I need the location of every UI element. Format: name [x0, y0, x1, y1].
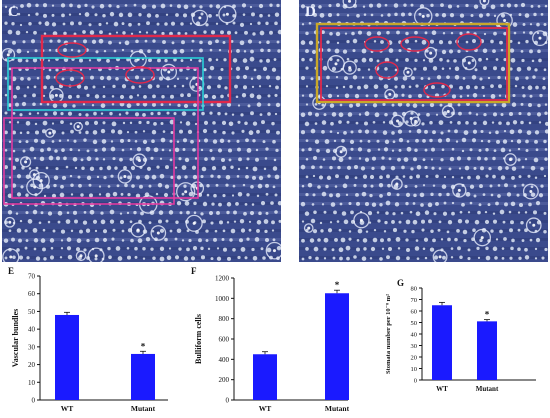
cell-texture: [2, 2, 281, 262]
y-tick-label: 70: [411, 297, 418, 304]
y-tick-label: 600: [219, 336, 230, 344]
highlight-ellipse: [125, 66, 155, 84]
y-tick-label: 1000: [215, 295, 230, 303]
highlight-ellipse: [423, 82, 451, 98]
x-tick-label-mutant: Mutant: [476, 385, 499, 393]
micrograph-d-image: [299, 0, 548, 262]
bar-mutant: [477, 321, 497, 380]
y-tick-label: 200: [219, 376, 230, 384]
y-tick-label: 0: [414, 378, 417, 385]
y-axis-label: Vascular bundles: [11, 309, 20, 367]
micrograph-panel-c: C: [2, 0, 281, 262]
x-tick-label-wt: WT: [259, 404, 272, 413]
micrograph-panel-d: D: [299, 0, 548, 262]
highlight-ellipse: [375, 61, 399, 79]
significance-marker: *: [485, 310, 490, 320]
highlight-box: [315, 22, 511, 104]
bar-chart-e: E 0 10 20 30 40 50 60 70 Vascular bundles WT * Mutan…: [0, 262, 183, 418]
y-tick-label: 30: [411, 343, 418, 350]
panel-letter-d: D: [305, 4, 316, 20]
y-tick-label: 0: [226, 397, 230, 405]
highlight-box: [7, 57, 204, 111]
highlight-box: [3, 117, 175, 205]
x-tick-label-wt: WT: [436, 385, 448, 393]
highlight-ellipse: [364, 36, 390, 52]
highlight-box: [11, 67, 199, 199]
y-tick-label: 30: [28, 343, 36, 351]
panel-letter-c: C: [8, 4, 19, 20]
panel-letter-g: G: [397, 278, 404, 288]
x-tick-label-wt: WT: [61, 404, 74, 413]
micrograph-c-image: [2, 0, 281, 262]
y-tick-label: 50: [411, 320, 418, 327]
y-tick-label: 60: [411, 309, 418, 316]
y-tick-label: 1200: [215, 275, 230, 283]
annotation-overlays: [315, 22, 511, 104]
y-tick-label: 20: [411, 355, 418, 362]
bar-wt: [253, 354, 277, 400]
bar-chart-f: F 0 200 400 600 800 1000 1200 Bulliform cells WT *…: [183, 262, 358, 418]
y-tick-label: 50: [28, 308, 36, 316]
highlight-ellipse: [55, 69, 85, 87]
bar-chart-g: G 0 10 20 30 40 50 60 70 80 Stomata number per 10⁻…: [358, 262, 550, 418]
bar-chart-f-svg: F 0 200 400 600 800 1000 1200 Bulliform cells WT *…: [191, 266, 350, 413]
panel-letter-e: E: [8, 266, 14, 276]
bar-chart-e-svg: E 0 10 20 30 40 50 60 70 Vascular bundles WT * Mutan…: [8, 266, 168, 413]
y-tick-label: 400: [219, 356, 230, 364]
y-tick-label: 40: [411, 332, 418, 339]
significance-marker: *: [335, 280, 340, 290]
y-tick-label: 80: [411, 286, 418, 293]
significance-marker: *: [141, 341, 146, 351]
annotation-overlays: [3, 34, 232, 205]
highlight-ellipse: [57, 42, 87, 58]
highlight-box: [40, 34, 232, 104]
bar-mutant: [325, 293, 349, 400]
highlight-ellipse: [456, 33, 482, 51]
x-tick-label-mutant: Mutant: [325, 404, 350, 413]
highlight-box: [320, 27, 508, 101]
y-tick-label: 0: [32, 397, 36, 405]
x-tick-label-mutant: Mutant: [131, 404, 156, 413]
y-axis-label: Bulliform cells: [194, 314, 203, 364]
y-tick-label: 20: [28, 361, 36, 369]
highlight-ellipse: [400, 36, 430, 52]
panel-letter-f: F: [191, 266, 197, 276]
bar-chart-g-svg: G 0 10 20 30 40 50 60 70 80 Stomata number per 10⁻…: [385, 278, 536, 393]
y-tick-label: 40: [28, 326, 36, 334]
y-tick-label: 10: [411, 366, 418, 373]
bar-mutant: [131, 353, 155, 400]
cell-texture: [299, 0, 548, 262]
y-tick-label: 800: [219, 315, 230, 323]
y-tick-label: 60: [28, 290, 36, 298]
bar-wt: [55, 314, 79, 400]
bar-wt: [432, 305, 452, 380]
y-tick-label: 10: [28, 379, 36, 387]
y-axis-label: Stomata number per 10⁻⁸ m²: [385, 294, 392, 374]
y-tick-label: 70: [28, 273, 36, 281]
